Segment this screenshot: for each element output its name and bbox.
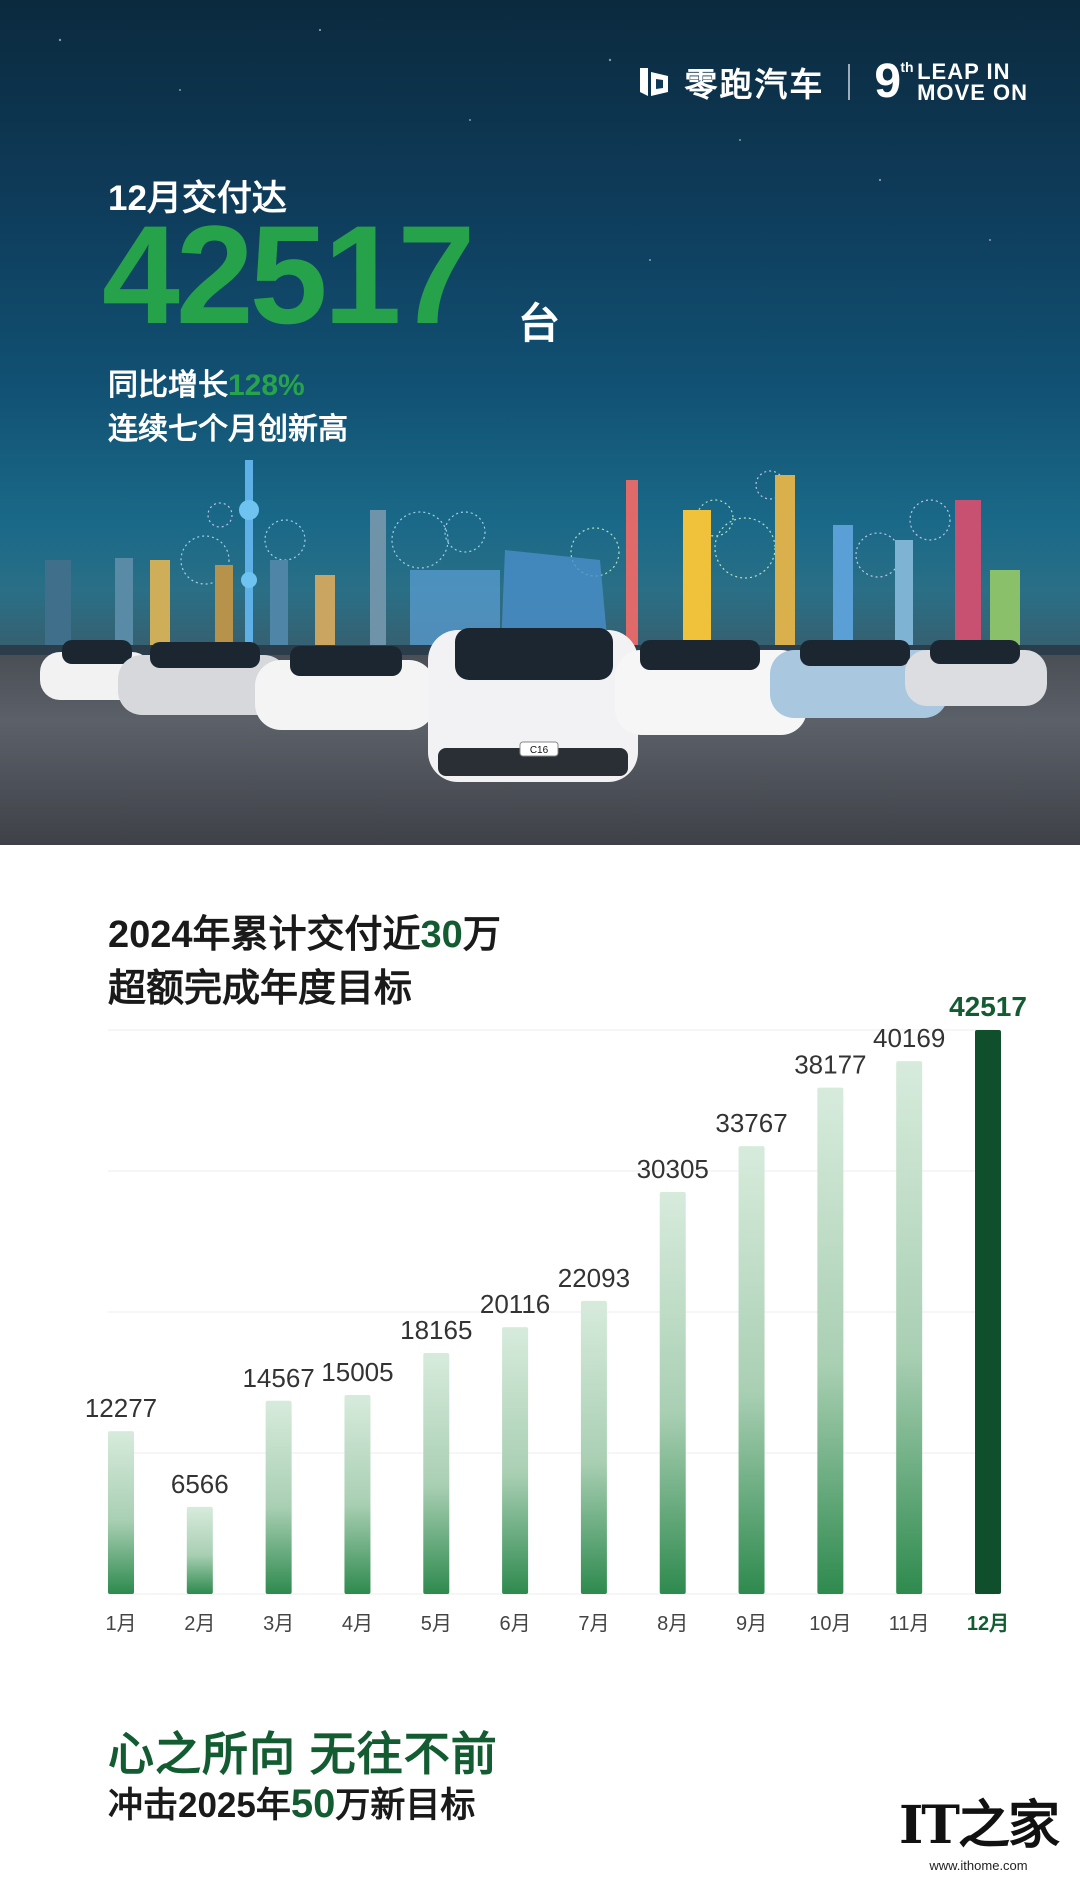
x-tick-label: 7月 [578, 1613, 609, 1635]
value-label: 33767 [715, 1108, 787, 1138]
bar-2月 [186, 1506, 213, 1594]
value-label: 6566 [171, 1469, 229, 1499]
x-tick-label: 3月 [263, 1613, 294, 1635]
annual-total-highlight: 30 [420, 914, 463, 956]
slogan: LEAP IN MOVE ON [917, 59, 1028, 105]
value-label: 42517 [949, 991, 1027, 1022]
night-sky [58, 28, 991, 261]
x-tick-label: 1月 [105, 1613, 136, 1635]
x-tick-label: 8月 [657, 1613, 688, 1635]
target-highlight: 50 [290, 1782, 336, 1826]
x-tick-label: 6月 [500, 1613, 531, 1635]
bar-12月 [975, 1030, 1001, 1594]
car-right-1 [615, 640, 807, 735]
x-tick-label: 9月 [736, 1613, 767, 1635]
value-label: 30305 [637, 1154, 709, 1184]
bar-5月 [423, 1353, 450, 1594]
bar-10月 [817, 1087, 844, 1594]
car-plate: C16 [530, 745, 549, 756]
motto: 心之所向 无往不前 [108, 1728, 498, 1780]
value-label: 15005 [321, 1357, 393, 1387]
bar-1月 [108, 1431, 134, 1594]
x-tick-label: 5月 [421, 1613, 452, 1635]
yoy-value: 128% [228, 369, 305, 402]
car-center: C16 [428, 628, 638, 782]
x-tick-label: 11月 [889, 1613, 930, 1635]
bar-4月 [344, 1394, 371, 1594]
x-tick-label: 2月 [184, 1613, 215, 1635]
x-tick-label: 4月 [342, 1613, 373, 1635]
value-label: 20116 [480, 1289, 550, 1319]
bar-11月 [896, 1061, 923, 1594]
car-lineup: C16 [40, 628, 1047, 782]
x-tick-label: 10月 [809, 1613, 851, 1635]
value-label: 18165 [400, 1315, 472, 1345]
delivery-count: 42517 [102, 196, 475, 353]
delivery-unit: 台 [518, 300, 561, 347]
value-label: 38177 [794, 1050, 866, 1080]
yoy-growth: 同比增长128% [108, 360, 305, 404]
divider [848, 64, 851, 100]
streak-text: 连续七个月创新高 [108, 413, 348, 446]
bar-9月 [738, 1146, 765, 1594]
bar-7月 [580, 1300, 607, 1594]
value-label: 22093 [558, 1263, 630, 1293]
target-2025: 冲击2025年50万新目标 [108, 1782, 476, 1826]
ithome-logo: IT之家 [898, 1795, 1060, 1856]
ithome-watermark: IT之家 www.ithome.com [898, 1795, 1060, 1874]
month-label: 12月交付达 [108, 179, 287, 218]
x-tick-label: 12月 [967, 1613, 1009, 1635]
car-right-3 [905, 640, 1047, 706]
bar-8月 [659, 1191, 686, 1594]
bar-6月 [502, 1327, 529, 1594]
leapmotor-logo-icon [640, 68, 669, 96]
bar-3月 [265, 1400, 292, 1594]
brand-name: 零跑汽车 [684, 66, 825, 103]
car-left-2 [118, 642, 288, 715]
value-label: 40169 [873, 1023, 945, 1053]
value-label: 12277 [85, 1393, 157, 1423]
slogan-line1: LEAP IN [917, 59, 1011, 84]
annual-total-title: 2024年累计交付近30万 [108, 914, 501, 956]
value-label: 14567 [242, 1363, 314, 1393]
annual-subtitle: 超额完成年度目标 [108, 968, 413, 1010]
slogan-line2: MOVE ON [917, 80, 1028, 105]
yoy-prefix: 同比增长 [108, 369, 228, 402]
car-left-3 [255, 646, 435, 730]
car-right-2 [770, 640, 948, 718]
ithome-url: www.ithome.com [929, 1858, 1028, 1873]
